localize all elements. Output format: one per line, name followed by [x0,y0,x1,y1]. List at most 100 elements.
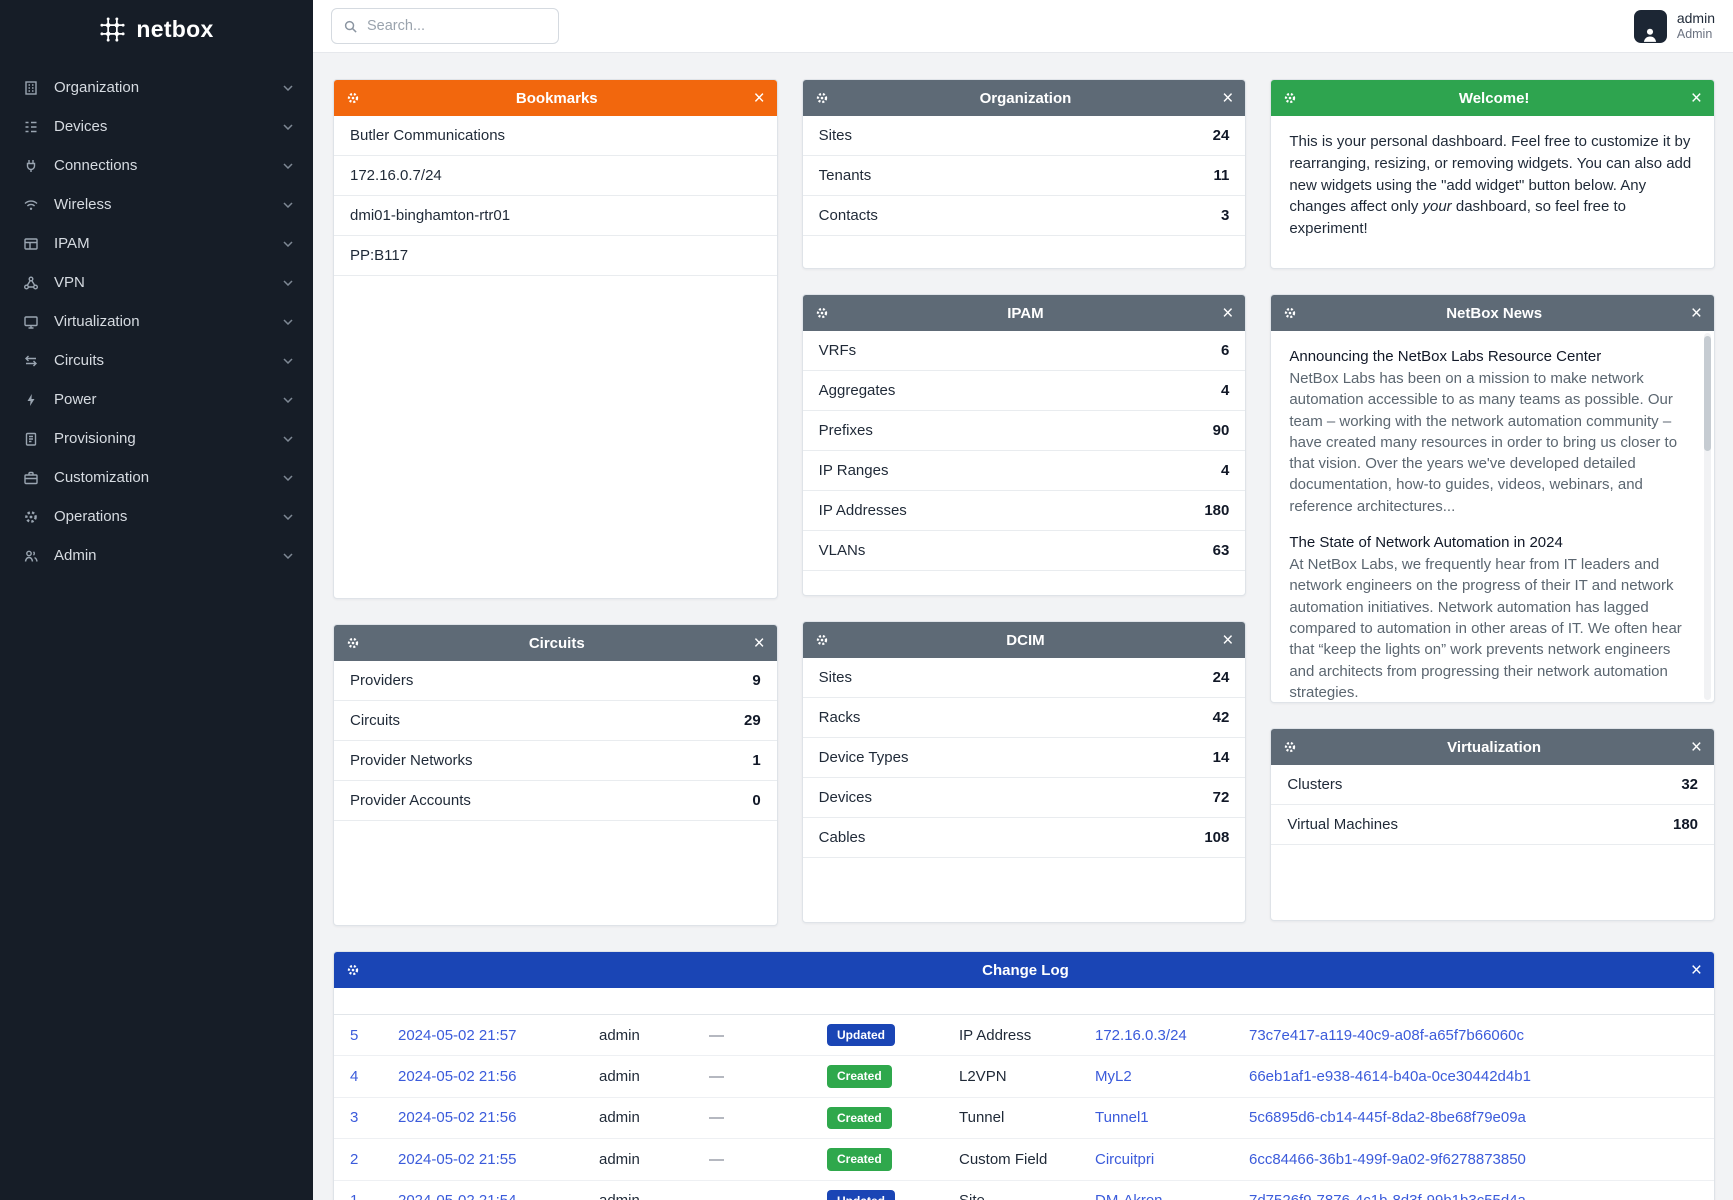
sidebar-item-wireless[interactable]: Wireless [0,185,313,224]
close-icon[interactable]: × [1222,87,1234,109]
sidebar-item-power[interactable]: Power [0,380,313,419]
changelog-request-id-link[interactable]: 5c6895d6-cb14-445f-8da2-8be68f79e09a [1249,1109,1526,1127]
widget-column-2: Organization × Sites 24 Tenants 11 [801,79,1247,926]
changelog-request-id-link[interactable]: 7d7526f9-7876-4c1b-8d3f-99b1b3c55d4a [1249,1192,1526,1200]
sidebar-item-ipam[interactable]: IPAM [0,224,313,263]
news-article: The State of Network Automation in 2024 … [1289,534,1684,702]
sidebar-item-operations[interactable]: Operations [0,497,313,536]
changelog-object-link[interactable]: Circuitpri [1095,1150,1155,1168]
chevron-down-icon [283,396,293,403]
close-icon[interactable]: × [753,632,765,654]
user-avatar [1633,9,1667,43]
stat-label: Sites [818,669,853,686]
netbox-logo[interactable]: netbox [0,0,313,58]
widget-config-icon[interactable] [346,91,360,105]
stat-value: 32 [1681,776,1699,793]
topbar: admin Admin [313,0,1733,53]
close-icon[interactable]: × [1690,87,1703,109]
changelog-time-link[interactable]: 2024-05-02 21:56 [398,1068,517,1086]
close-icon[interactable]: × [1222,302,1234,324]
briefcase-icon [20,470,42,486]
changelog-object-link[interactable]: Tunnel1 [1095,1109,1149,1127]
changelog-id-link[interactable]: 1 [350,1192,358,1200]
widget-config-icon[interactable] [1283,740,1297,754]
changelog-object-link[interactable]: MyL2 [1095,1068,1132,1086]
widget-grid: Bookmarks × Butler Communications 172.16.… [333,79,1716,926]
sidebar-item-organization[interactable]: Organization [0,68,313,107]
changelog-time-link[interactable]: 2024-05-02 21:55 [398,1150,517,1168]
stat-value: 24 [1212,127,1230,144]
close-icon[interactable]: × [1690,302,1703,324]
stat-value: 4 [1221,382,1230,399]
sidebar-item-provisioning[interactable]: Provisioning [0,419,313,458]
stat-value: 180 [1672,816,1699,833]
close-icon[interactable]: × [1222,629,1234,651]
changelog-request-id-link[interactable]: 6cc84466-36b1-499f-9a02-9f6278873850 [1249,1150,1526,1168]
changelog-row: 5 2024-05-02 21:57 admin — Updated IP Ad… [334,1014,1714,1057]
users-icon [20,548,42,564]
changelog-object-link[interactable]: DM-Akron [1095,1192,1163,1200]
widget-config-icon[interactable] [1283,306,1297,320]
changelog-id-link[interactable]: 2 [350,1150,359,1168]
news-body-text: NetBox Labs has been on a mission to mak… [1289,370,1678,515]
stat-row: Circuits 29 [334,701,777,741]
widget-config-icon[interactable] [815,91,829,105]
close-icon[interactable]: × [753,87,765,109]
changelog-time-link[interactable]: 2024-05-02 21:57 [398,1026,517,1044]
close-icon[interactable]: × [1690,959,1702,981]
news-headline[interactable]: The State of Network Automation in 2024 [1289,534,1563,552]
stat-value: 4 [1221,462,1230,479]
scrollbar [1704,333,1712,700]
stat-value: 63 [1212,542,1230,559]
search-input[interactable] [367,18,547,34]
widget-config-icon[interactable] [815,633,829,647]
user-menu[interactable]: admin Admin [1633,9,1715,43]
widget-bookmarks: Bookmarks × Butler Communications 172.16.… [333,79,778,599]
changelog-id-link[interactable]: 3 [350,1109,359,1127]
scrollbar-thumb[interactable] [1704,336,1712,451]
widget-config-icon[interactable] [346,636,360,650]
changelog-object-link[interactable]: 172.16.0.3/24 [1095,1026,1187,1044]
bookmark-label: dmi01-binghamton-rtr01 [350,207,511,224]
stat-label: Contacts [818,207,878,224]
changelog-time-link[interactable]: 2024-05-02 21:56 [398,1109,517,1127]
changelog-id-link[interactable]: 4 [350,1068,359,1086]
stat-value: 14 [1212,749,1230,766]
bookmark-item[interactable]: dmi01-binghamton-rtr01 [334,196,777,236]
circuits-stats: Providers 9 Circuits 29 Provider Network… [334,661,777,925]
widget-header: Change Log × [334,952,1714,988]
sidebar-item-customization[interactable]: Customization [0,458,313,497]
changelog-time-link[interactable]: 2024-05-02 21:54 [398,1192,516,1200]
widget-title: Bookmarks [515,89,598,107]
changelog-column-header [819,988,951,1015]
changelog-request-id-link[interactable]: 66eb1af1-e938-4614-b40a-0ce30442d4b1 [1249,1068,1531,1086]
sidebar-item-connections[interactable]: Connections [0,146,313,185]
sidebar-item-circuits[interactable]: Circuits [0,341,313,380]
bookmark-label: PP:B117 [350,247,409,264]
news-headline[interactable]: Announcing the NetBox Labs Resource Cent… [1289,348,1602,365]
changelog-id-link[interactable]: 5 [350,1026,359,1044]
bookmark-item[interactable]: 172.16.0.7/24 [334,156,777,196]
changelog-request-id-link[interactable]: 73c7e417-a119-40c9-a08f-a65f7b66060c [1249,1026,1524,1044]
changelog-rows: 5 2024-05-02 21:57 admin — Updated IP Ad… [334,1014,1714,1200]
widget-config-icon[interactable] [1283,91,1297,105]
sidebar-item-admin[interactable]: Admin [0,536,313,575]
stat-label: VLANs [818,542,866,559]
sidebar-item-label: Provisioning [54,430,136,447]
stat-row: Racks 42 [802,698,1246,738]
changelog-column-header [1087,988,1241,1015]
sidebar-item-vpn[interactable]: VPN [0,263,313,302]
sidebar-item-devices[interactable]: Devices [0,107,313,146]
stat-value: 11 [1213,167,1230,184]
bookmark-item[interactable]: Butler Communications [334,116,777,156]
widget-header: Organization × [802,80,1246,116]
close-icon[interactable]: × [1690,736,1703,758]
widget-title: IPAM [1007,304,1044,322]
sidebar-item-virtualization[interactable]: Virtualization [0,302,313,341]
sidebar-item-label: Customization [54,469,150,486]
widget-config-icon[interactable] [346,963,360,977]
widget-config-icon[interactable] [815,306,829,320]
changelog-username: admin [591,1055,701,1098]
bookmark-item[interactable]: PP:B117 [334,236,777,276]
